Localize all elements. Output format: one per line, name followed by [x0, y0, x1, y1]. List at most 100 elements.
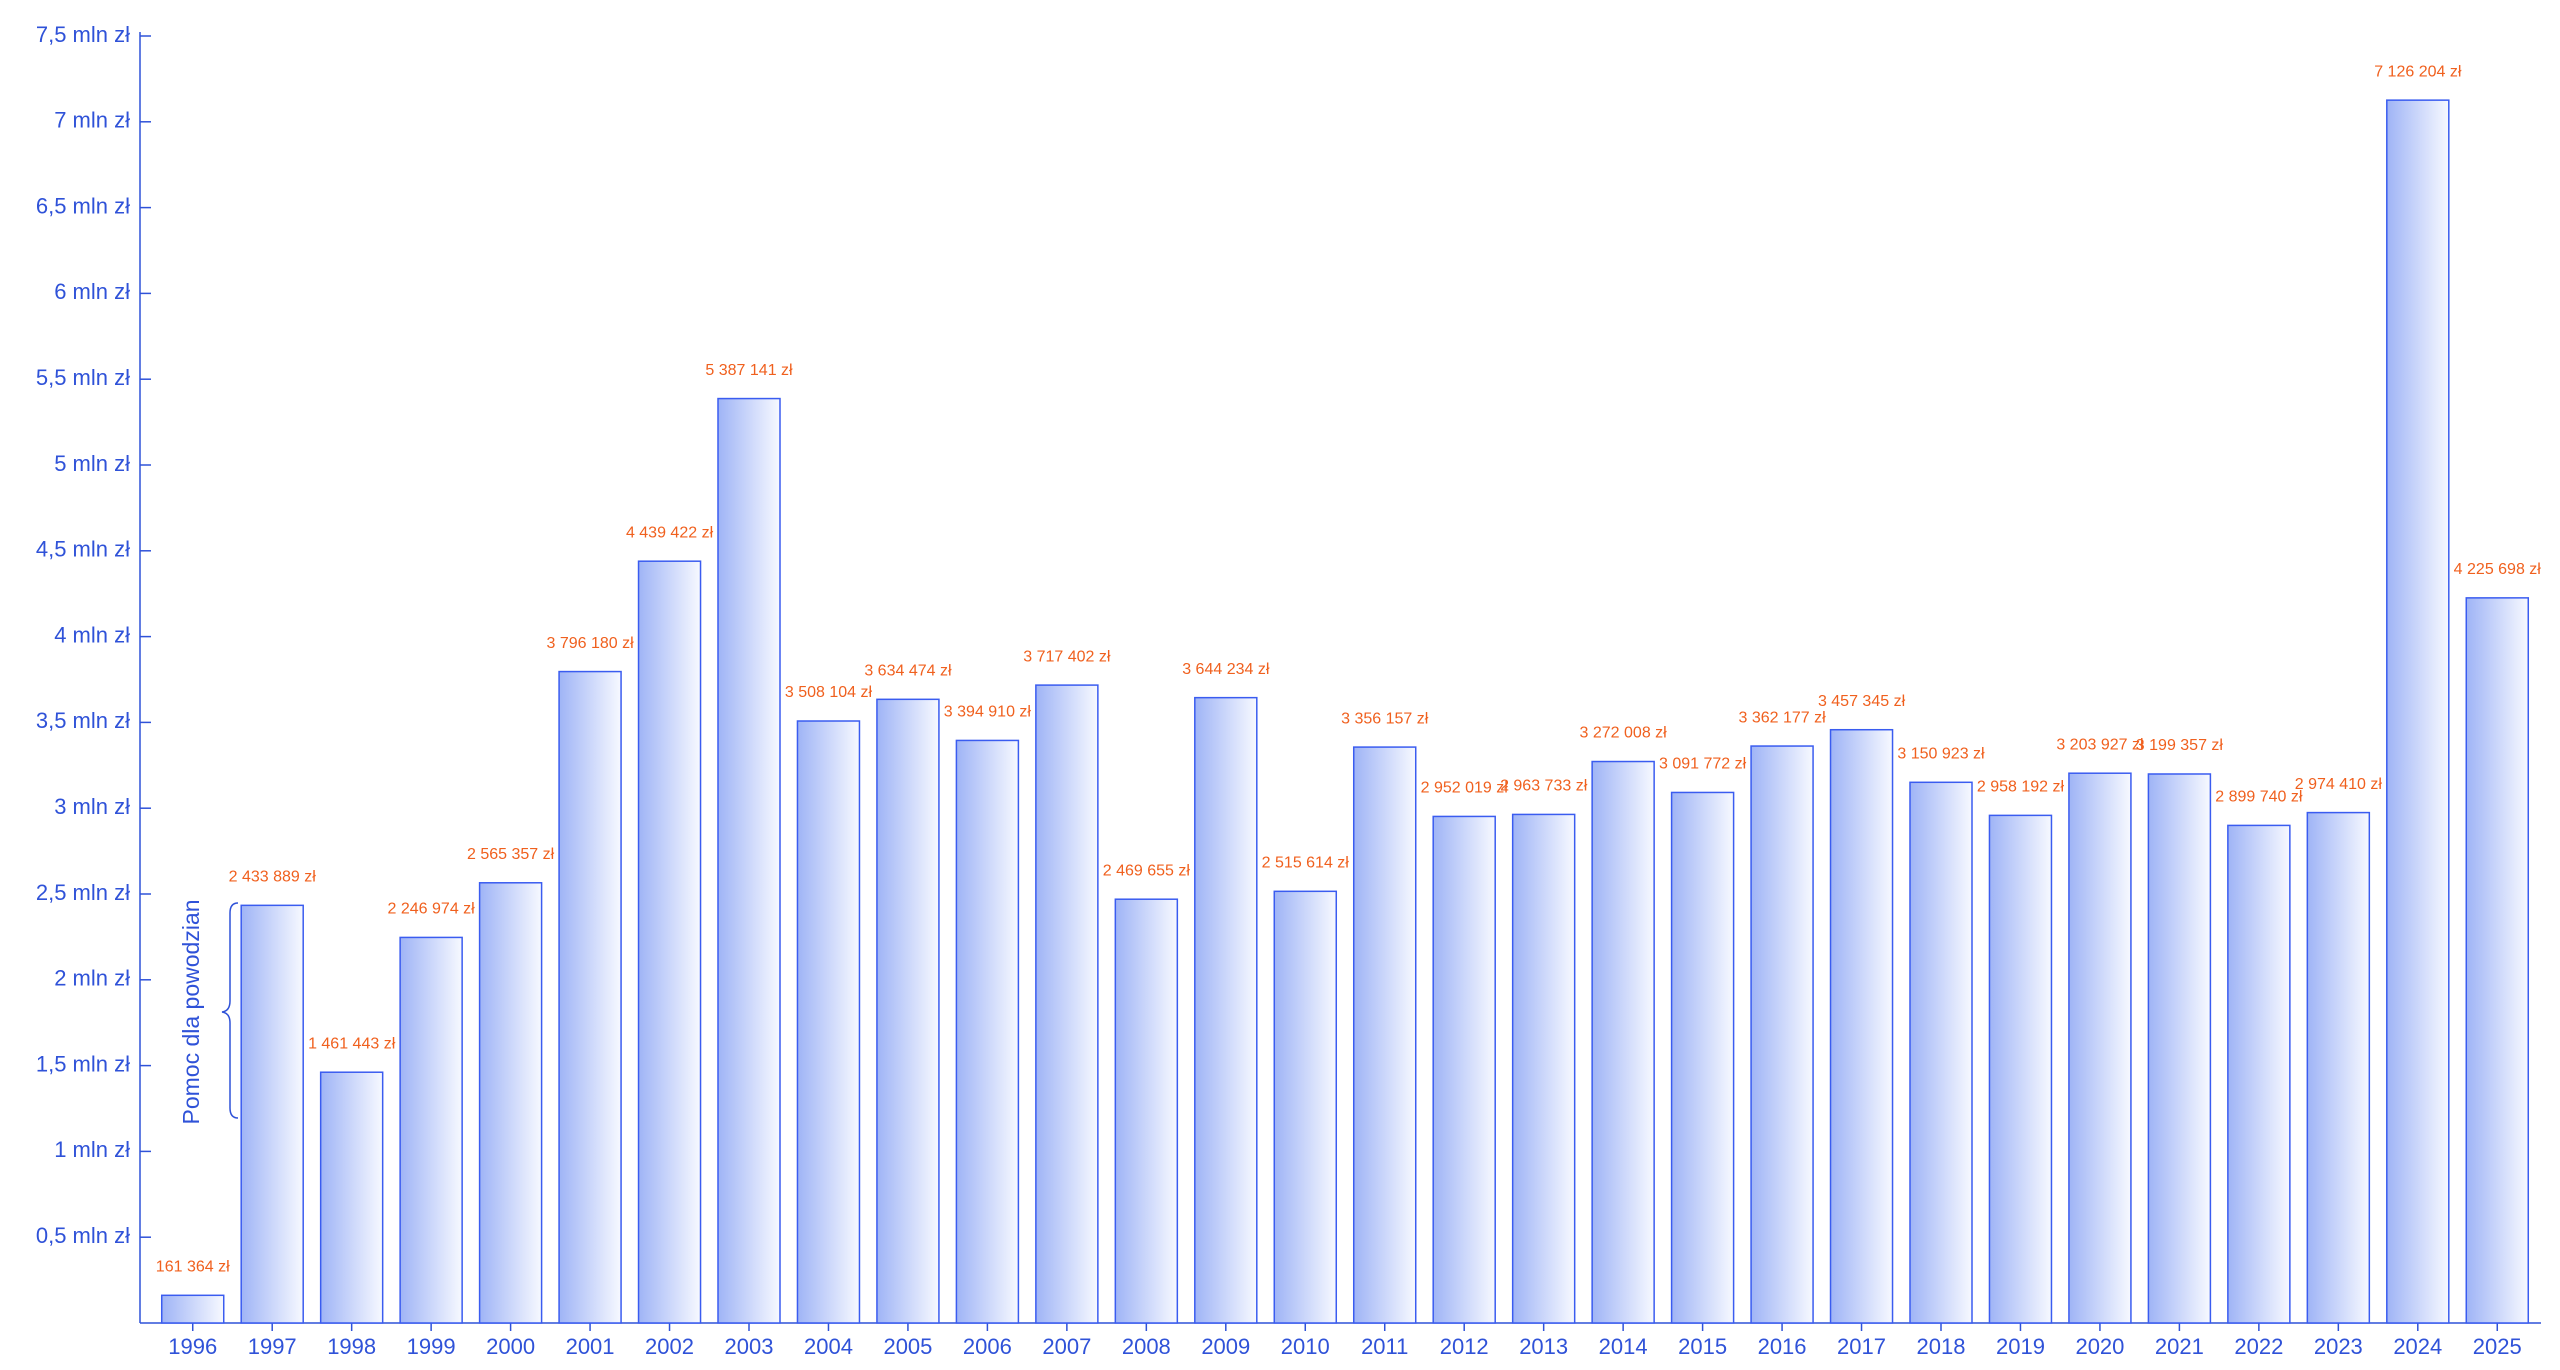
y-tick-label: 4,5 mln zł — [36, 537, 130, 562]
y-tick-label: 1,5 mln zł — [36, 1051, 130, 1076]
y-tick-label: 6 mln zł — [54, 279, 130, 304]
value-label: 3 644 234 zł — [1182, 661, 1270, 678]
bar — [1909, 781, 1973, 1324]
value-label: 4 225 698 zł — [2454, 561, 2542, 578]
y-tick-label: 0,5 mln zł — [36, 1223, 130, 1248]
y-tick-label: 5 mln zł — [54, 451, 130, 476]
x-tick-label: 2008 — [1122, 1334, 1171, 1359]
bar — [2306, 811, 2371, 1324]
bar — [637, 560, 702, 1324]
value-label: 2 899 740 zł — [2215, 789, 2303, 806]
bar — [1829, 728, 1894, 1324]
y-tick-label: 7 mln zł — [54, 108, 130, 133]
bar — [2465, 597, 2530, 1324]
value-label: 3 796 180 zł — [546, 635, 634, 652]
x-tick-label: 2024 — [2393, 1334, 2442, 1359]
x-tick-label: 2017 — [1837, 1334, 1886, 1359]
bar — [1114, 898, 1179, 1324]
x-tick-label: 2005 — [883, 1334, 932, 1359]
bar — [319, 1071, 384, 1324]
bar — [1750, 745, 1814, 1324]
value-label: 2 565 357 zł — [467, 846, 555, 863]
x-tick-label: 2025 — [2473, 1334, 2522, 1359]
y-tick-label: 1 mln zł — [54, 1137, 130, 1162]
x-tick-label: 2007 — [1042, 1334, 1091, 1359]
bar — [1035, 684, 1099, 1324]
bar — [1352, 746, 1417, 1324]
annotation: Pomoc dla powodzian — [178, 899, 204, 1124]
value-label: 3 203 927 zł — [2056, 736, 2144, 753]
x-tick-label: 2022 — [2234, 1334, 2283, 1359]
value-label: 2 515 614 zł — [1262, 855, 1350, 872]
value-label: 2 246 974 zł — [388, 901, 476, 918]
y-tick-label: 6,5 mln zł — [36, 193, 130, 218]
x-tick-label: 2020 — [2075, 1334, 2124, 1359]
x-tick-label: 2000 — [486, 1334, 535, 1359]
value-label: 2 974 410 zł — [2295, 776, 2383, 793]
value-label: 1 461 443 zł — [308, 1035, 396, 1052]
y-tick-label: 5,5 mln zł — [36, 365, 130, 390]
bar — [478, 882, 543, 1324]
value-label: 3 717 402 zł — [1023, 648, 1111, 665]
value-label: 3 356 157 zł — [1341, 710, 1429, 727]
brace — [221, 902, 239, 1119]
bar — [240, 904, 304, 1324]
x-tick-label: 2015 — [1678, 1334, 1727, 1359]
x-tick-label: 2003 — [725, 1334, 774, 1359]
bar — [2068, 772, 2132, 1324]
x-tick-label: 2004 — [804, 1334, 853, 1359]
value-label: 3 150 923 zł — [1897, 746, 1985, 763]
value-label: 3 362 177 zł — [1738, 709, 1826, 726]
bar — [1432, 815, 1496, 1324]
bar — [2147, 773, 2212, 1324]
value-label: 2 433 889 zł — [229, 869, 317, 886]
value-label: 3 199 357 zł — [2136, 737, 2224, 754]
x-tick-label: 1999 — [407, 1334, 456, 1359]
y-tick-label: 3,5 mln zł — [36, 708, 130, 733]
y-tick-label: 3 mln zł — [54, 794, 130, 819]
value-label: 2 958 192 zł — [1977, 779, 2065, 796]
bar — [399, 936, 463, 1324]
bar — [1670, 791, 1735, 1324]
bar — [1591, 760, 1655, 1324]
x-tick-label: 2011 — [1361, 1334, 1408, 1359]
bar — [1511, 813, 1576, 1324]
bar — [2386, 99, 2450, 1324]
bar — [1273, 890, 1338, 1324]
value-label: 3 272 008 zł — [1580, 725, 1668, 742]
x-tick-label: 2019 — [1996, 1334, 2045, 1359]
x-tick-label: 2006 — [963, 1334, 1012, 1359]
x-tick-label: 2009 — [1201, 1334, 1250, 1359]
bar — [955, 739, 1020, 1324]
value-label: 7 126 204 zł — [2374, 63, 2462, 80]
x-tick-label: 2001 — [566, 1334, 615, 1359]
x-tick-label: 2023 — [2314, 1334, 2363, 1359]
bar — [717, 397, 781, 1324]
bar — [2227, 824, 2291, 1324]
bar — [1194, 696, 1258, 1324]
x-tick-label: 2018 — [1917, 1334, 1966, 1359]
y-tick-label: 7,5 mln zł — [36, 22, 130, 47]
value-label: 3 508 104 zł — [785, 684, 873, 701]
value-label: 161 364 zł — [156, 1259, 230, 1276]
value-label: 2 469 655 zł — [1103, 862, 1191, 879]
value-label: 3 457 345 zł — [1818, 693, 1906, 710]
value-label: 4 439 422 zł — [626, 524, 714, 541]
bar — [558, 670, 622, 1324]
y-tick-label: 2,5 mln zł — [36, 880, 130, 905]
y-tick-label: 4 mln zł — [54, 622, 130, 647]
x-tick-label: 2012 — [1440, 1334, 1489, 1359]
x-tick-label: 1996 — [168, 1334, 217, 1359]
bar — [876, 698, 940, 1324]
x-tick-label: 2016 — [1758, 1334, 1807, 1359]
x-tick-label: 2013 — [1519, 1334, 1568, 1359]
x-tick-label: 2010 — [1281, 1334, 1330, 1359]
bar — [1988, 814, 2053, 1324]
value-label: 2 963 733 zł — [1500, 778, 1588, 795]
x-tick-label: 2014 — [1599, 1334, 1648, 1359]
bar — [796, 720, 861, 1324]
bar — [160, 1294, 225, 1324]
value-label: 3 634 474 zł — [864, 663, 952, 680]
